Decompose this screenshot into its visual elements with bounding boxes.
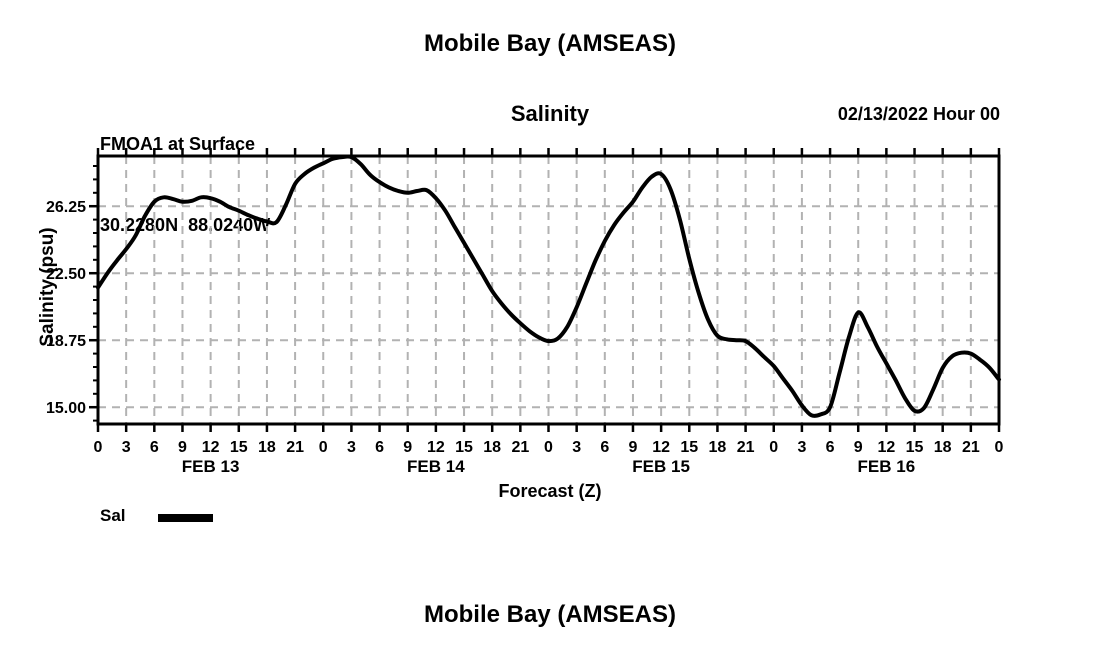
y-tick-label: 18.75: [46, 333, 86, 350]
day-label: FEB 14: [407, 457, 465, 476]
x-tick-label: 3: [347, 439, 356, 456]
x-tick-label: 12: [877, 439, 895, 456]
y-tick-label: 22.50: [46, 266, 86, 283]
x-tick-label: 21: [962, 439, 980, 456]
x-tick-label: 21: [286, 439, 304, 456]
x-tick-label: 6: [150, 439, 159, 456]
y-tick-label: 26.25: [46, 199, 86, 216]
day-label: FEB 13: [182, 457, 240, 476]
x-tick-label: 15: [230, 439, 248, 456]
x-axis-title: Forecast (Z): [498, 481, 602, 501]
x-tick-label: 6: [600, 439, 609, 456]
x-tick-label: 6: [375, 439, 384, 456]
x-tick-label: 0: [769, 439, 778, 456]
legend-label-sal: Sal: [100, 506, 126, 525]
x-tick-label: 9: [178, 439, 187, 456]
x-tick-label: 18: [258, 439, 276, 456]
x-tick-label: 0: [94, 439, 103, 456]
next-plot-title: Mobile Bay (AMSEAS): [423, 601, 677, 628]
x-tick-label: 9: [403, 439, 412, 456]
x-tick-label: 9: [854, 439, 863, 456]
legend: Sal: [100, 506, 213, 526]
x-tick-label: 0: [319, 439, 328, 456]
x-tick-label: 18: [934, 439, 952, 456]
x-tick-label: 3: [797, 439, 806, 456]
day-label: FEB 15: [632, 457, 690, 476]
main-title: Mobile Bay (AMSEAS): [423, 30, 677, 57]
x-tick-label: 21: [737, 439, 755, 456]
y-tick-label: 15.00: [46, 400, 86, 417]
x-tick-label: 15: [455, 439, 473, 456]
x-tick-label: 3: [572, 439, 581, 456]
x-tick-label: 3: [122, 439, 131, 456]
x-tick-label: 0: [995, 439, 1004, 456]
legend-line-swatch: [157, 513, 213, 522]
station-info: FMOA1 at Surface 30.2280N 88.0240W: [100, 77, 270, 293]
x-tick-label: 12: [427, 439, 445, 456]
x-tick-label: 9: [629, 439, 638, 456]
day-label: FEB 16: [858, 457, 916, 476]
x-tick-label: 6: [826, 439, 835, 456]
x-tick-label: 18: [709, 439, 727, 456]
x-tick-label: 0: [544, 439, 553, 456]
x-tick-label: 15: [680, 439, 698, 456]
x-tick-label: 21: [511, 439, 529, 456]
station-coordinates: 30.2280N 88.0240W: [100, 215, 271, 235]
plot-title: Salinity: [510, 101, 590, 126]
x-tick-label: 12: [202, 439, 220, 456]
salinity-line: [96, 154, 1001, 418]
x-tick-label: 18: [483, 439, 501, 456]
y-axis-title: Salinity (psu): [37, 227, 58, 347]
plot-frame: [96, 154, 1001, 426]
x-tick-label: 12: [652, 439, 670, 456]
model-run-label: 02/13/2022 Hour 00: [837, 104, 1000, 124]
x-tick-label: 15: [906, 439, 924, 456]
